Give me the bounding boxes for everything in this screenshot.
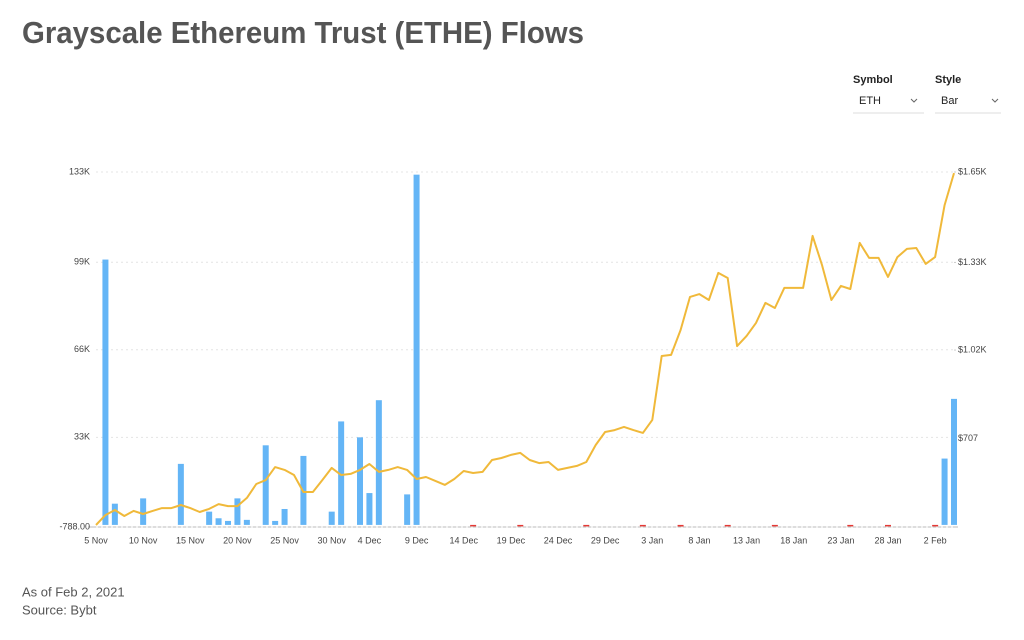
bar <box>206 511 213 525</box>
x-tick-label: 19 Dec <box>497 535 526 545</box>
plot: -788.00 33K 66K 99K 133K $707 $1.02K $1.33K $1.6… <box>59 166 986 545</box>
dropdown-value: ETH <box>859 95 881 107</box>
bar <box>404 494 411 525</box>
x-tick-label: 4 Dec <box>358 535 382 545</box>
y-tick-label: -788.00 <box>59 521 90 531</box>
x-tick-label: 15 Nov <box>176 535 205 545</box>
bar <box>771 524 778 527</box>
bar <box>357 437 363 525</box>
y2-tick-label: $1.65K <box>958 166 987 176</box>
x-tick-label: 10 Nov <box>129 535 158 545</box>
bar <box>243 519 250 525</box>
bar <box>272 520 279 525</box>
bar <box>517 524 524 527</box>
x-tick-label: 14 Dec <box>449 535 478 545</box>
chevron <box>910 98 918 103</box>
bar <box>413 174 420 525</box>
price-line <box>95 172 955 526</box>
bar <box>951 398 957 525</box>
dropdown-label: Style <box>935 74 961 86</box>
y-tick-label: 66K <box>74 344 90 354</box>
bar <box>328 511 335 525</box>
x-tick-label: 13 Jan <box>733 535 760 545</box>
bar <box>677 524 684 527</box>
bar <box>375 400 382 525</box>
x-tick-label: 24 Dec <box>544 535 573 545</box>
bar <box>225 520 231 525</box>
x-tick-label: 5 Nov <box>84 535 108 545</box>
bar <box>366 493 373 525</box>
footer-note: As of Feb 2, 2021 <box>22 584 125 599</box>
x-tick-label: 18 Jan <box>780 535 807 545</box>
x-tick-label: 28 Jan <box>874 535 901 545</box>
bar <box>177 463 184 525</box>
x-tick-label: 8 Jan <box>688 535 710 545</box>
bar <box>111 503 118 525</box>
chart-title: Grayscale Ethereum Trust (ETHE) Flows <box>22 15 584 50</box>
y2-tick-label: $1.02K <box>958 344 987 354</box>
x-tick-label: 29 Dec <box>591 535 620 545</box>
bar <box>102 259 109 525</box>
bar <box>724 524 731 527</box>
y-tick-label: 99K <box>74 257 90 267</box>
bar <box>215 518 222 525</box>
bar <box>583 524 590 527</box>
x-tick-label: 20 Nov <box>223 535 252 545</box>
bar <box>847 524 854 527</box>
bar <box>281 508 288 525</box>
x-tick-label: 23 Jan <box>827 535 854 545</box>
bar <box>885 524 891 527</box>
bar <box>639 524 646 527</box>
y-tick-label: 133K <box>69 166 90 176</box>
style-dropdown[interactable]: Style Bar <box>935 74 1001 114</box>
x-tick-label: 3 Jan <box>641 535 663 545</box>
bar <box>338 421 345 525</box>
x-tick-label: 30 Nov <box>317 535 346 545</box>
dropdown-label: Symbol <box>853 74 893 86</box>
y-tick-label: 33K <box>74 432 90 442</box>
symbol-dropdown[interactable]: Symbol ETH <box>853 74 924 114</box>
x-tick-label: 2 Feb <box>924 535 947 545</box>
y2-tick-label: $707 <box>958 433 978 443</box>
dropdown-value: Bar <box>941 95 958 107</box>
bar <box>932 524 939 527</box>
chevron <box>991 98 999 103</box>
bar <box>262 445 269 525</box>
x-tick-label: 9 Dec <box>405 535 429 545</box>
bar <box>234 498 241 525</box>
bar <box>470 524 477 527</box>
bar <box>140 498 147 525</box>
x-tick-label: 25 Nov <box>270 535 299 545</box>
footer-note: Source: Bybt <box>22 602 97 617</box>
y2-tick-label: $1.33K <box>958 257 987 267</box>
bar <box>941 458 948 525</box>
